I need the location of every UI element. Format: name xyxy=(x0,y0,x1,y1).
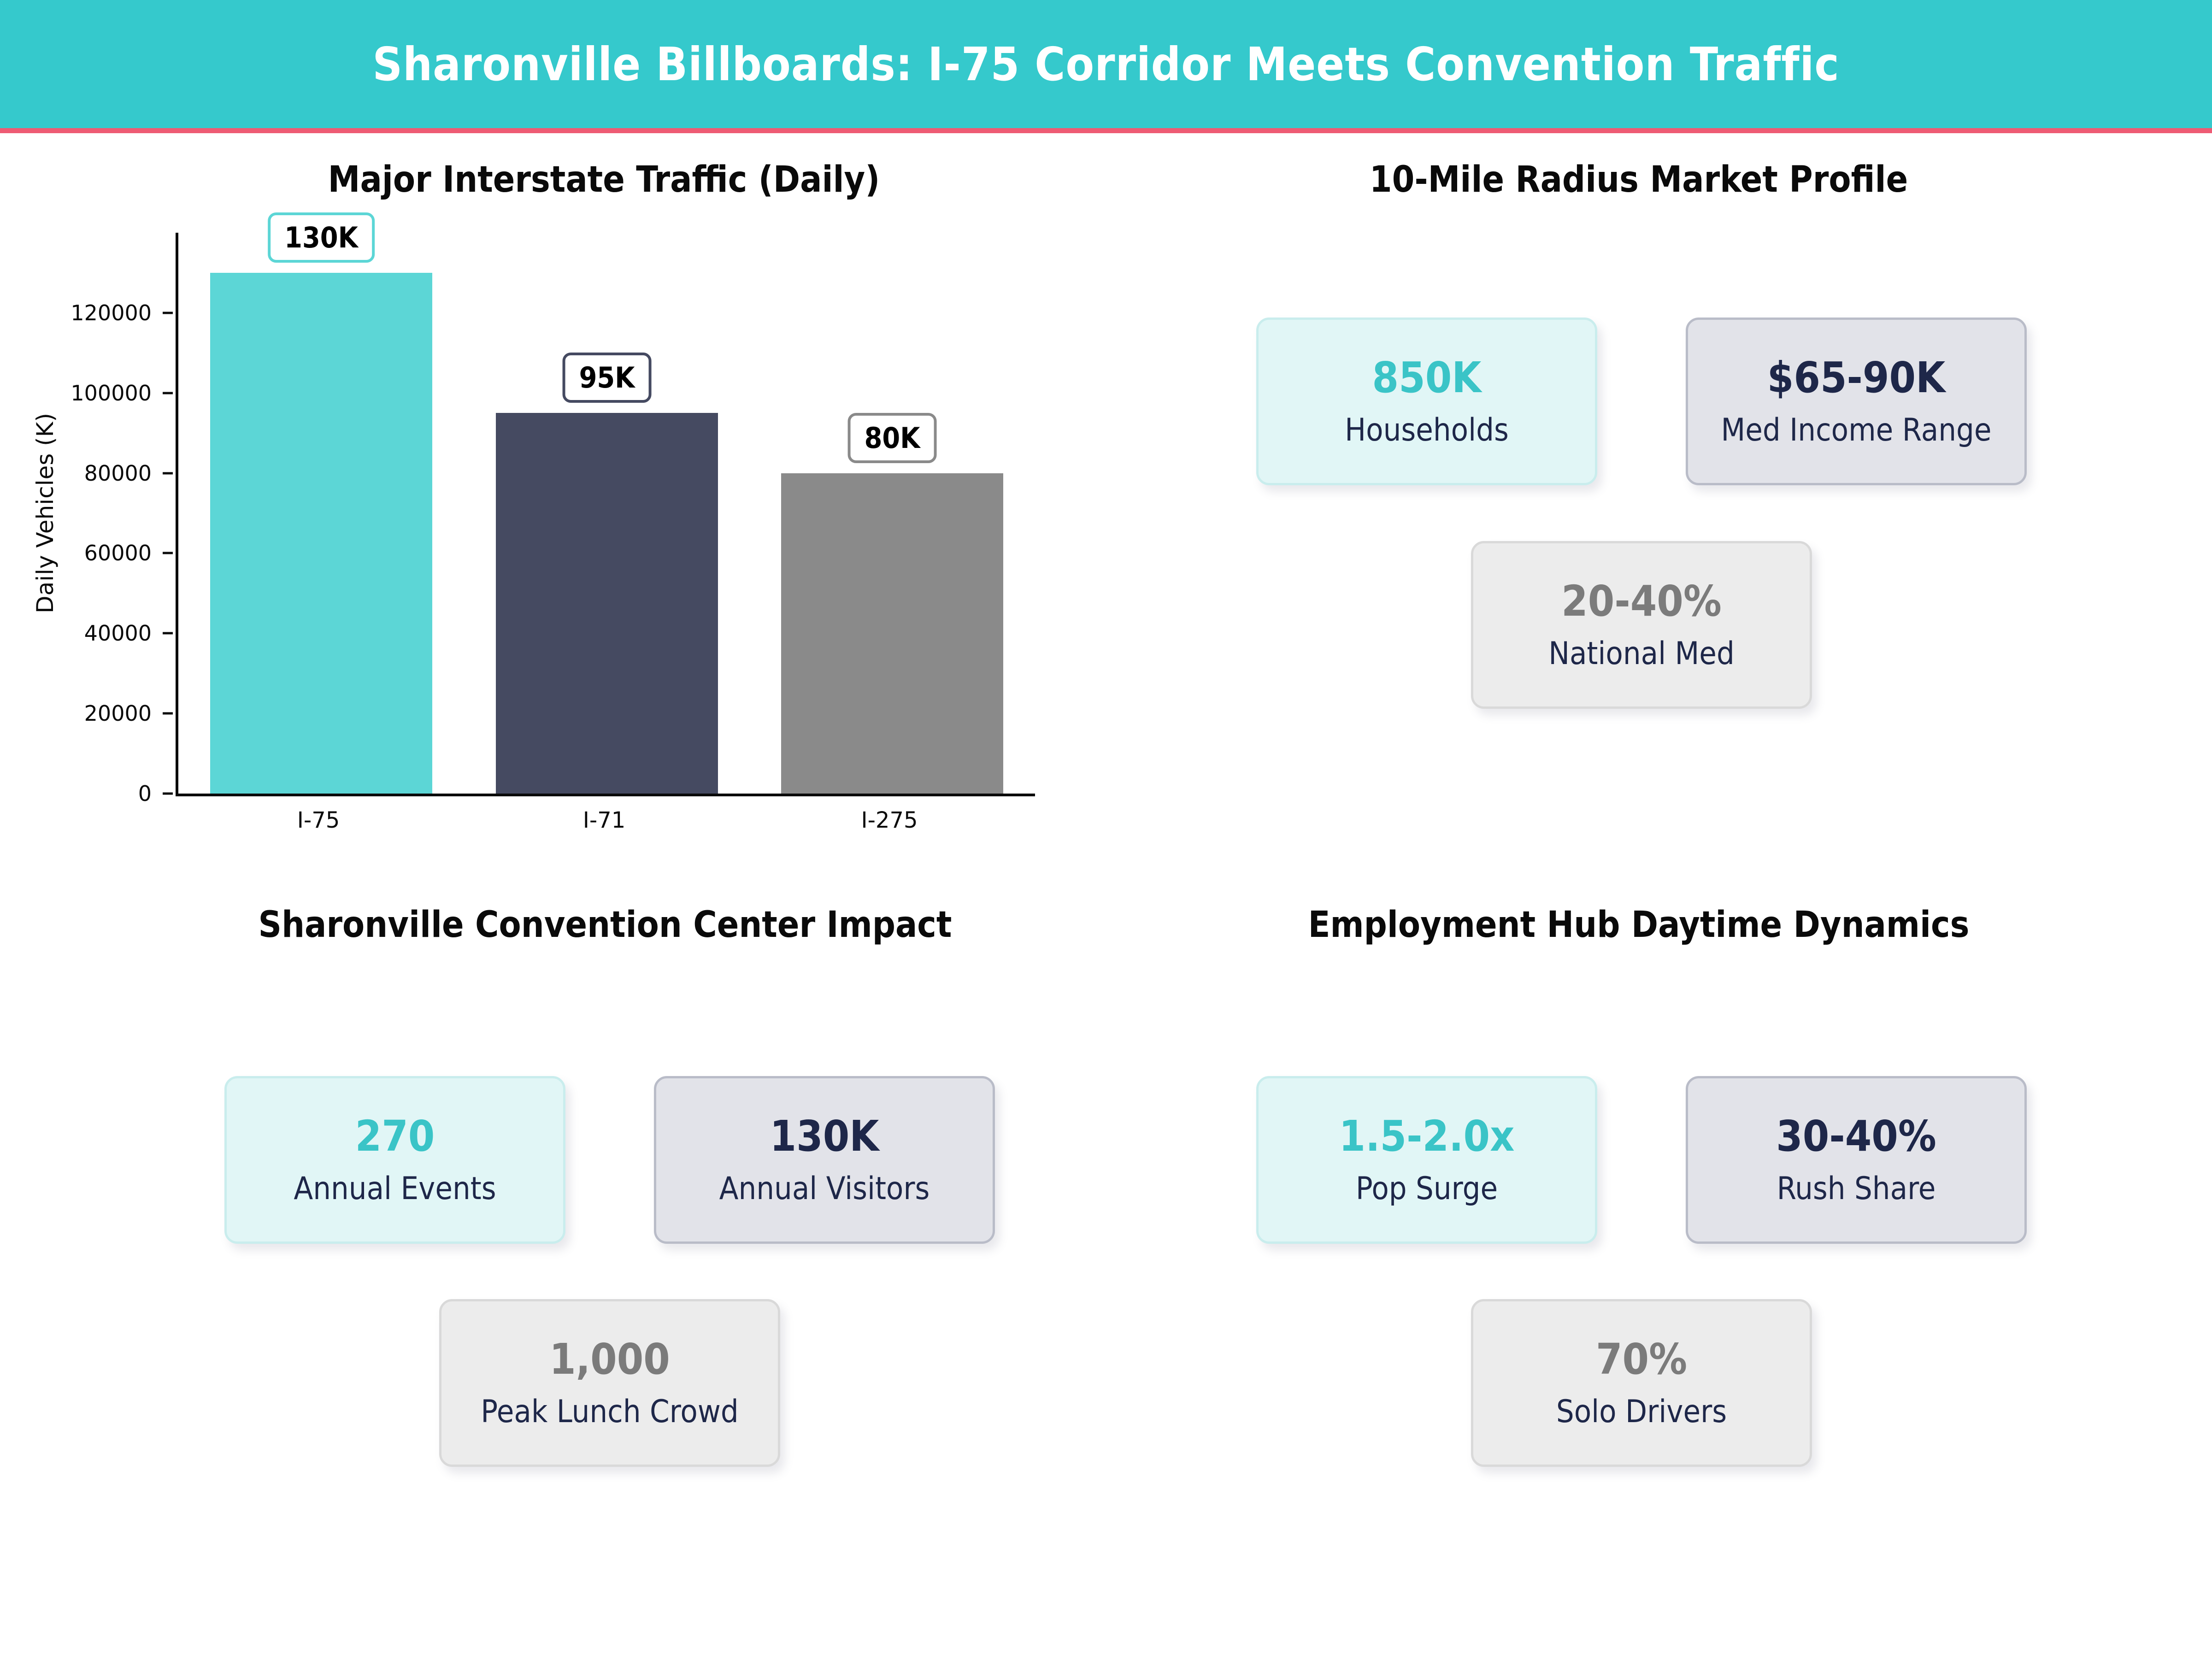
stat-card-employment-1: 30-40% Rush Share xyxy=(1686,1076,2027,1244)
y-tick-mark xyxy=(163,392,173,394)
stat-label: Annual Events xyxy=(294,1171,496,1207)
stat-card-market-2: 20-40% National Med xyxy=(1471,541,1812,709)
y-tick-label: 60000 xyxy=(84,541,152,565)
bar-I-275 xyxy=(781,473,1003,794)
stat-value: $65-90K xyxy=(1767,353,1946,402)
stat-label: Peak Lunch Crowd xyxy=(481,1394,739,1430)
stat-label: Households xyxy=(1345,412,1509,448)
stat-card-market-1: $65-90K Med Income Range xyxy=(1686,318,2027,485)
stat-label: Rush Share xyxy=(1777,1171,1936,1207)
x-tick-label: I-75 xyxy=(297,807,340,833)
stat-label: Med Income Range xyxy=(1721,412,1992,448)
stat-card-convention-2: 1,000 Peak Lunch Crowd xyxy=(439,1299,780,1467)
stat-value: 1,000 xyxy=(549,1335,670,1384)
bar-value-label: 130K xyxy=(268,212,375,263)
y-tick-label: 20000 xyxy=(84,701,152,726)
stat-card-market-0: 850K Households xyxy=(1256,318,1597,485)
y-tick-mark xyxy=(163,712,173,715)
y-tick-label: 0 xyxy=(138,781,152,806)
stat-card-employment-0: 1.5-2.0x Pop Surge xyxy=(1256,1076,1597,1244)
stat-value: 1.5-2.0x xyxy=(1339,1112,1515,1161)
stat-value: 270 xyxy=(355,1112,435,1161)
stat-value: 130K xyxy=(770,1112,879,1161)
stat-label: Solo Drivers xyxy=(1556,1394,1727,1430)
bar-value-label: 95K xyxy=(562,353,652,403)
y-tick-label: 100000 xyxy=(71,381,152,406)
chart-title: Major Interstate Traffic (Daily) xyxy=(328,159,880,200)
y-tick-mark xyxy=(163,552,173,554)
convention-section-title: Sharonville Convention Center Impact xyxy=(258,904,952,946)
market-section-title: 10-Mile Radius Market Profile xyxy=(1369,159,1908,200)
bar-chart-plot: 130K 95K 80K xyxy=(176,212,1035,796)
x-tick-label: I-71 xyxy=(582,807,626,833)
y-tick-mark xyxy=(163,632,173,635)
stat-card-employment-2: 70% Solo Drivers xyxy=(1471,1299,1812,1467)
stat-card-convention-0: 270 Annual Events xyxy=(224,1076,565,1244)
x-tick-label: I-275 xyxy=(861,807,918,833)
stat-label: Pop Surge xyxy=(1355,1171,1498,1207)
bar-value-label: 80K xyxy=(847,413,937,463)
page-title: Sharonville Billboards: I-75 Corridor Me… xyxy=(372,37,1840,91)
header-banner: Sharonville Billboards: I-75 Corridor Me… xyxy=(0,0,2212,133)
y-tick-label: 40000 xyxy=(84,621,152,646)
y-tick-label: 120000 xyxy=(71,300,152,325)
bar-I-75 xyxy=(210,273,432,794)
employment-section-title: Employment Hub Daytime Dynamics xyxy=(1308,904,1970,946)
stat-value: 30-40% xyxy=(1776,1112,1936,1161)
x-axis-ticks: I-75 I-71 I-275 xyxy=(176,807,1032,844)
stat-label: Annual Visitors xyxy=(719,1171,930,1207)
stat-label: National Med xyxy=(1548,635,1735,672)
stat-value: 20-40% xyxy=(1561,577,1722,626)
stat-value: 850K xyxy=(1372,353,1482,402)
y-tick-mark xyxy=(163,472,173,475)
stat-card-convention-1: 130K Annual Visitors xyxy=(654,1076,995,1244)
y-axis-ticks: 0 20000 40000 60000 80000 100000 120000 xyxy=(0,233,176,806)
y-tick-label: 80000 xyxy=(84,461,152,486)
y-tick-mark xyxy=(163,792,173,795)
bar-I-71 xyxy=(496,413,718,794)
stat-value: 70% xyxy=(1595,1335,1688,1384)
y-tick-mark xyxy=(163,312,173,314)
